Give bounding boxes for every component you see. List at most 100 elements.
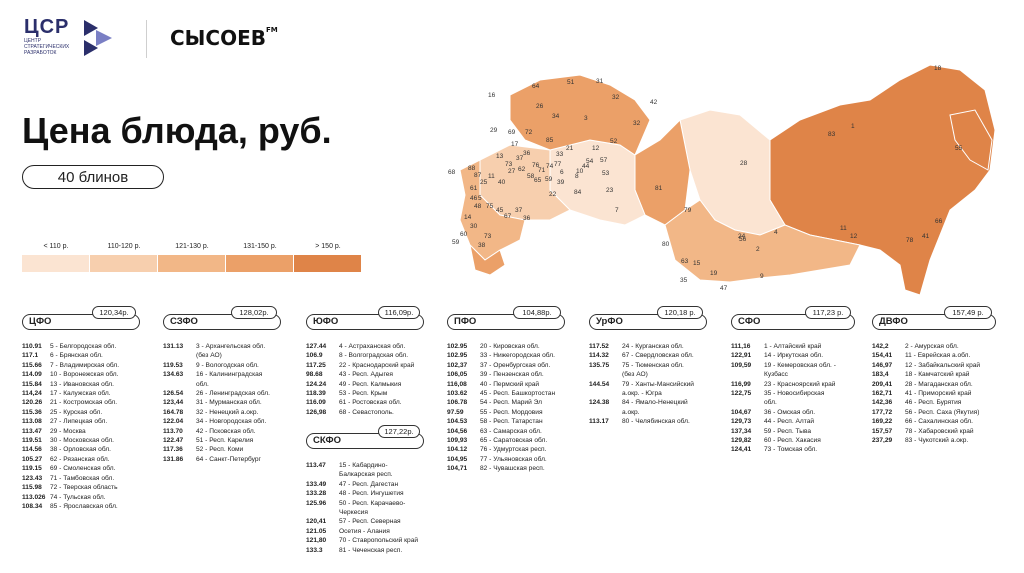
region-price: 106.78 [447,399,468,407]
legend-label: > 150 р. [315,243,341,250]
region-price: 121,80 [306,537,327,545]
region-row: обл. [731,398,855,407]
district-rows: 131.13 3 - Архангельская обл. (без АО) 119.… [163,342,281,464]
region-price: 114.32 [589,352,609,360]
map-region-number: 18 [934,65,942,72]
region-price: 116,99 [731,380,751,388]
region-row: 183,4 18 - Камчатский край [872,370,996,379]
region-price: 122.04 [163,418,184,426]
map-region-number: 14 [464,214,472,221]
region-name: 18 - Камчатский край [905,371,970,379]
map-region-number: 27 [508,168,516,175]
map-region-number: 53 [602,170,610,177]
map-region-number: 81 [655,185,663,192]
region-name: 83 - Чукотский а.окр. [905,437,969,445]
region-row: 119.53 9 - Вологодская обл. [163,361,281,370]
region-row: 115.98 72 - Тверская область [22,483,140,492]
region-name: 23 - Красноярский край [764,380,836,388]
region-row: 137,34 59 - Респ. Тыва [731,427,855,436]
map-region-number: 68 [448,169,456,176]
region-name: 30 - Московская обл. [50,437,115,445]
map-region-number: 32 [612,94,620,101]
region-price: 122,75 [731,390,752,398]
region-price: 102.95 [447,352,468,360]
region-price: 125.96 [306,499,327,507]
region-name: 33 - Нижегородская обл. [480,352,555,360]
region-row: 142,2 2 - Амурская обл. [872,342,996,351]
region-name: 54 - Респ. Марий Эл [480,399,542,407]
page-title: Цена блюда, руб. [22,110,332,151]
region-price: 108.34 [22,502,43,510]
district-outline [22,314,140,330]
region-price: 183,4 [872,371,889,379]
region-name: 26 - Ленинградская обл. [196,390,270,398]
region-price: 137,34 [731,427,752,435]
region-price [731,398,764,407]
region-price: 237,29 [872,437,893,445]
region-name: 72 - Тверская область [50,484,118,492]
map-region-number: 36 [523,215,531,222]
legend-label: 131-150 р. [243,243,277,250]
map-region-number: 57 [600,157,608,164]
map-region-number: 17 [511,141,519,148]
region-row: 98.68 43 - Респ. Адыгея [306,370,424,379]
map-region-number: 75 [486,203,494,210]
region-row: 133.3 81 - Чеченская респ. [306,546,424,555]
district-name: ПФО [454,316,477,328]
region-price: 104.12 [447,446,468,454]
region-name: 63 - Самарская обл. [480,427,542,435]
region-name: 47 - Респ. Дагестан [339,480,399,488]
map-region-number: 37 [516,155,524,162]
legend-swatch [158,255,225,272]
region-row: (без АО) [163,351,281,360]
district-block: СКФО 127,22р. 113.47 15 - Кабардино- Балкарс… [306,425,424,555]
sysoev-logo: СЫСОЕВFM [170,26,278,50]
region-row: 120,41 57 - Респ. Северная [306,517,424,526]
region-price: 129,82 [731,437,752,445]
district-block: ДВФО 157,49 р. 142,2 2 - Амурская обл. 154,4… [872,306,996,445]
region-name: 34 - Новгородская обл. [196,418,267,426]
region-price: 113.08 [22,418,42,426]
map-region-number: 41 [922,233,930,240]
region-row: Балкарская респ. [306,470,424,479]
region-price: 116,08 [447,380,467,388]
region-row: 131.86 64 - Санкт-Петербург [163,455,281,464]
region-name: Кузбасс [764,371,788,379]
map-region-number: 63 [681,258,689,265]
region-name: 79 - Ханты-Мансийский [622,380,694,388]
region-row: 106.78 54 - Респ. Марий Эл [447,398,565,407]
region-row: 127.44 4 - Астраханская обл. [306,342,424,351]
region-row: 115.84 13 - Ивановская обл. [22,380,140,389]
district-outline [589,314,707,330]
region-price: 115.98 [22,484,42,492]
csr-logo-mark-icon [84,20,112,56]
region-price: 106,05 [447,371,468,379]
region-row: 146,97 12 - Забайкальский край [872,361,996,370]
map-region-number: 46 [470,195,478,202]
legend-swatch [226,255,293,272]
district-block: ЦФО 120,34р. 110.91 5 - Белгородская обл. 11… [22,306,140,511]
district-name: ЮФО [313,316,339,328]
map-region-number: 37 [515,207,523,214]
region-name: 51 - Респ. Карелия [196,437,254,445]
region-row: 114,24 17 - Калужская обл. [22,389,140,398]
region-name: 67 - Свердловская обл. [622,352,694,360]
region-price [163,351,196,360]
csr-logo-text: ЦСР [24,16,70,38]
district-name: СЗФО [170,316,198,328]
district-average-price: 104,88р. [513,306,561,319]
region-row: обл. [163,380,281,389]
region-price [306,470,339,479]
region-price: 177,72 [872,408,893,416]
region-price: 114.56 [22,446,42,454]
region-price: 113.47 [306,462,326,469]
region-price: 209,41 [872,380,893,388]
region-row: 164.78 32 - Ненецкий а.окр. [163,408,281,417]
region-name: 28 - Магаданская обл. [905,380,973,388]
region-price: 118.39 [306,390,326,398]
region-name: 16 - Калининградская [196,371,263,379]
region-row: 129,82 60 - Респ. Хакасия [731,436,855,445]
district-block: УрФО 120,18 р. 117.52 24 - Курганская обл. 1… [589,306,707,427]
region-price: 105.27 [22,455,43,463]
